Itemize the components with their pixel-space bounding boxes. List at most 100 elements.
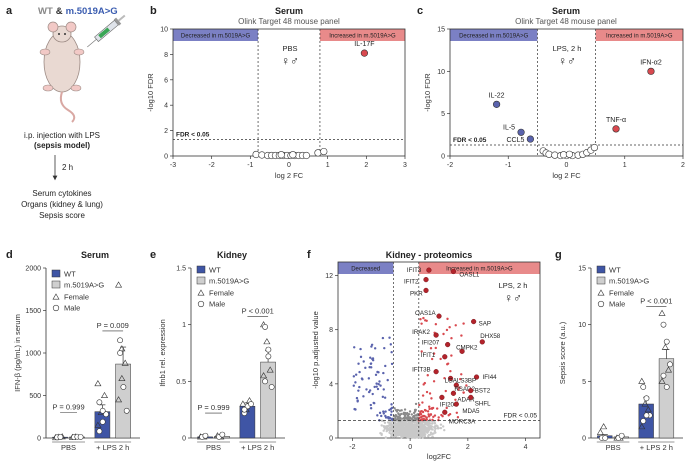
protein-point xyxy=(394,420,397,424)
legend-label-mut: m.5019A>G xyxy=(64,281,104,290)
protein-point xyxy=(405,412,408,416)
female-point xyxy=(664,366,673,373)
protein-point xyxy=(431,435,434,438)
male-point xyxy=(96,428,103,435)
protein-point xyxy=(382,371,385,375)
panel-f-title: Kidney - proteomics xyxy=(386,250,473,260)
legend-swatch-mut xyxy=(196,276,206,285)
panel-b: b Serum Olink Target 48 mouse panel Decr… xyxy=(146,5,407,180)
panel-b-title: Serum xyxy=(275,6,303,16)
protein-point xyxy=(404,433,408,436)
protein-label: IFIT2 xyxy=(404,279,419,286)
protein-label: IRAK2 xyxy=(412,329,430,336)
protein-point xyxy=(439,426,443,430)
p-value-label: P = 0.999 xyxy=(197,403,229,412)
protein-point xyxy=(436,427,439,430)
protein-point xyxy=(383,346,386,350)
protein-point xyxy=(385,426,388,429)
p-value-label: P < 0.001 xyxy=(242,307,274,316)
y-axis-label: -log10 p.adjusted value xyxy=(311,311,320,389)
female-point xyxy=(644,406,652,413)
protein-point xyxy=(443,376,446,380)
female-point xyxy=(115,281,123,288)
protein-point xyxy=(368,366,371,369)
male-point xyxy=(241,406,248,413)
fdr-label: FDR < 0.05 xyxy=(176,131,210,138)
protein-point xyxy=(420,322,423,325)
protein-point xyxy=(375,382,378,385)
protein-point xyxy=(427,415,431,418)
x-tick-label: 4 xyxy=(524,444,528,451)
point-label: CCL5 xyxy=(506,137,524,144)
male-point xyxy=(660,372,667,379)
protein-point xyxy=(393,407,396,410)
female-point xyxy=(661,343,669,350)
protein-point xyxy=(379,431,382,435)
male-point xyxy=(262,378,268,385)
protein-point xyxy=(376,387,380,391)
protein-point xyxy=(460,334,463,337)
protein-point xyxy=(465,384,468,387)
protein-point xyxy=(417,425,420,428)
y-tick-label: 4 xyxy=(329,381,333,388)
protein-point xyxy=(396,430,399,433)
x-tick-label: 3 xyxy=(403,162,407,169)
protein-point xyxy=(459,377,462,381)
labeled-protein-point xyxy=(426,267,432,273)
fdr-label: FDR < 0.05 xyxy=(453,137,487,144)
female-point xyxy=(115,396,123,403)
protein-point xyxy=(408,426,411,430)
y-tick-label: 6 xyxy=(164,77,168,84)
panel-c-label: c xyxy=(417,5,423,17)
y-tick-label: 10 xyxy=(578,322,586,329)
protein-label: MORC3A xyxy=(449,418,476,425)
labeled-protein-point xyxy=(479,339,485,345)
protein-point xyxy=(369,356,372,359)
protein-point xyxy=(403,422,406,426)
decreased-band-label: Decreased xyxy=(351,267,380,273)
labeled-protein-point xyxy=(450,268,457,275)
protein-point xyxy=(413,408,417,412)
protein-label: MDA5 xyxy=(462,408,480,415)
legend-label-male: Male xyxy=(209,300,225,309)
y-tick-label: 8 xyxy=(329,327,333,334)
protein-point xyxy=(433,429,437,433)
protein-point xyxy=(448,326,451,329)
protein-point xyxy=(425,390,429,394)
protein-point xyxy=(410,413,413,416)
panel-e: e Kidney 0 0.5 1 1.5 Ifnb1 rel. expression PB… xyxy=(150,249,285,452)
protein-point xyxy=(419,411,422,415)
protein-point xyxy=(383,421,387,425)
x-axis-label: log2FC xyxy=(427,452,452,461)
protein-point xyxy=(400,422,403,425)
legend-swatch-mut xyxy=(51,280,61,289)
condition-label: LPS, 2 h xyxy=(499,281,528,290)
protein-point xyxy=(419,427,422,430)
protein-point xyxy=(419,318,422,321)
protein-point xyxy=(353,346,356,349)
protein-point xyxy=(444,389,447,393)
x-category-label: PBS xyxy=(606,443,621,452)
volcano-f: Decreased Increased in m.5019A>G FDR < 0.0… xyxy=(311,261,541,461)
male-point xyxy=(640,418,647,424)
panel-a-label: a xyxy=(6,5,13,17)
legend-male-icon xyxy=(597,300,605,308)
male-point xyxy=(103,411,109,418)
protein-point xyxy=(386,421,390,424)
male-point xyxy=(643,412,650,419)
protein-point xyxy=(454,324,457,327)
protein-point xyxy=(393,434,396,438)
protein-point xyxy=(422,316,425,320)
increased-band xyxy=(418,262,540,274)
point-label: IL-17F xyxy=(354,41,374,48)
data-point xyxy=(277,151,285,159)
legend-female-icon xyxy=(197,289,205,296)
protein-point xyxy=(383,396,387,399)
protein-point xyxy=(426,428,429,431)
decreased-band xyxy=(450,29,538,41)
male-point xyxy=(123,407,130,414)
protein-point xyxy=(457,388,460,391)
female-point xyxy=(239,400,247,407)
protein-point xyxy=(357,389,360,392)
x-tick-label: 2 xyxy=(466,444,470,451)
